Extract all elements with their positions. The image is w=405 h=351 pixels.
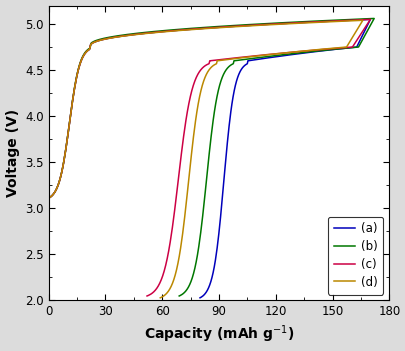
Line: (a): (a) [49, 19, 369, 298]
(a) [284, 53, 289, 57]
X-axis label: Capacity (mAh g$^{-1}$): Capacity (mAh g$^{-1}$) [143, 324, 294, 345]
(d) [360, 18, 364, 22]
(a) [111, 35, 116, 39]
(c) [182, 28, 187, 32]
(b) [46, 196, 51, 200]
(c) [367, 17, 372, 21]
(b) [276, 53, 281, 57]
(c) [111, 35, 116, 39]
(b) [112, 34, 117, 38]
Line: (d): (d) [49, 20, 362, 298]
(b) [177, 293, 182, 298]
(c) [258, 53, 263, 57]
(c) [46, 196, 51, 200]
(c) [328, 47, 333, 51]
(b) [184, 27, 189, 31]
(b) [336, 47, 341, 51]
(a) [367, 17, 372, 21]
(d) [83, 51, 87, 55]
(a) [83, 50, 88, 54]
(d) [158, 296, 163, 300]
(b) [84, 48, 89, 53]
(d) [261, 53, 266, 57]
(c) [144, 294, 149, 298]
(c) [145, 293, 150, 298]
(a) [337, 47, 342, 51]
(c) [83, 50, 88, 54]
(b) [176, 294, 181, 298]
(b) [371, 16, 376, 21]
(d) [324, 47, 328, 51]
(d) [110, 35, 115, 40]
(a) [182, 28, 187, 32]
(a) [197, 296, 202, 300]
Line: (b): (b) [49, 19, 373, 296]
Legend: (a), (b), (c), (d): (a), (b), (c), (d) [327, 217, 382, 294]
Y-axis label: Voltage (V): Voltage (V) [6, 109, 19, 197]
(d) [158, 296, 162, 300]
(d) [46, 196, 51, 200]
Line: (c): (c) [49, 19, 369, 296]
(a) [46, 196, 51, 200]
(a) [198, 296, 202, 300]
(d) [179, 28, 184, 32]
